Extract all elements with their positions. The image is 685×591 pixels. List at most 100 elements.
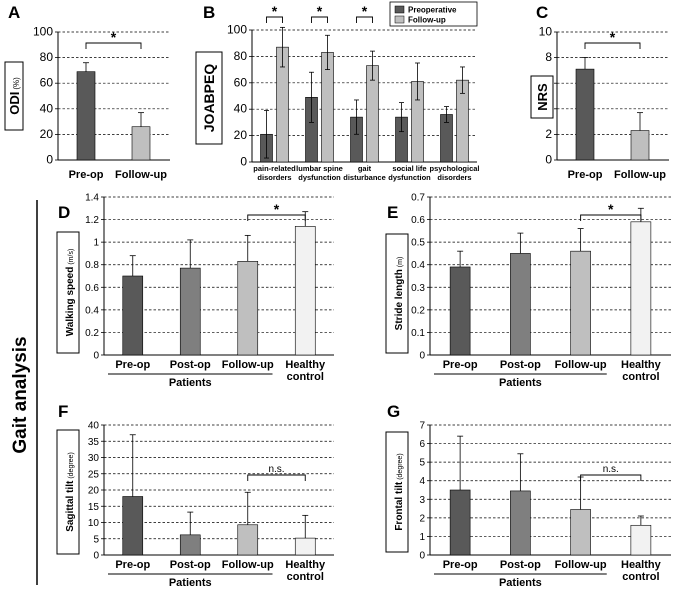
y-tick-label: 5: [93, 534, 99, 545]
y-tick-label: 0.7: [411, 193, 425, 204]
x-category-label-line: control: [622, 371, 659, 383]
y-axis-label-main: NRS: [535, 83, 550, 111]
y-tick-label: 0: [240, 155, 247, 169]
y-tick-label: 0.2: [85, 328, 99, 339]
significance-label: *: [608, 201, 614, 217]
y-tick-label: 0.4: [411, 260, 425, 271]
y-tick-label: 40: [234, 102, 248, 116]
y-tick-label: 0.3: [411, 283, 425, 294]
significance-label: *: [362, 3, 368, 19]
y-tick-label: 0: [419, 351, 425, 362]
y-axis-label-unit: (m/s): [68, 249, 75, 265]
x-category-label: Follow-up: [115, 169, 167, 181]
x-category-label: Follow-up: [555, 559, 607, 571]
bar: [570, 509, 591, 556]
bar: [131, 126, 151, 161]
significance-label: n.s.: [268, 464, 284, 475]
y-tick-label: 20: [234, 128, 248, 142]
bar: [449, 266, 471, 356]
significance-label: *: [317, 3, 323, 19]
y-tick-label: 0: [93, 551, 99, 562]
significance-bracket: [356, 16, 373, 23]
x-category-label-line: dysfunction: [388, 173, 431, 182]
group-label: Patients: [169, 377, 212, 389]
x-category-label: Follow-up: [555, 359, 607, 371]
x-category-label: Post-op: [500, 559, 541, 571]
y-axis-label: ODI (%): [7, 77, 22, 115]
x-category-label-line: Post-op: [500, 359, 541, 371]
x-category-label-line: disorders: [257, 173, 291, 182]
x-category-label-line: gait: [358, 164, 372, 173]
x-category-label: Healthy control: [621, 359, 662, 383]
y-axis-label-unit: (degree): [68, 452, 75, 478]
significance-bracket: [580, 214, 642, 221]
group-label: Patients: [499, 377, 542, 389]
chart-panel-F: 0 5 10 15 20 25 30 35 40 F Sagittal tilt (degree) Pr…: [56, 402, 334, 589]
x-category-label: social life dysfunction: [388, 164, 431, 182]
x-category-label: psychological disorders: [429, 164, 479, 182]
y-axis-label: JOABPEQ: [201, 64, 217, 133]
x-category-label: Healthy control: [621, 559, 662, 583]
y-tick-label: 40: [88, 421, 100, 432]
significance-label: *: [111, 29, 117, 45]
y-tick-label: 0.2: [411, 305, 425, 316]
bar: [237, 524, 259, 556]
x-category-label: Pre-op: [443, 359, 478, 371]
y-tick-label: 35: [88, 437, 100, 448]
x-category-label-line: disorders: [437, 173, 471, 182]
x-category-label: Follow-up: [614, 169, 666, 181]
y-label-box: [530, 75, 554, 119]
legend-entry: Preoperative: [408, 6, 457, 15]
x-category-label: Pre-op: [115, 359, 150, 371]
x-category-label-line: Pre-op: [443, 359, 478, 371]
y-tick-label: 0: [93, 351, 99, 362]
y-tick-label: 40: [40, 101, 54, 115]
y-tick-label: 5: [419, 458, 425, 469]
x-category-label: Follow-up: [222, 359, 274, 371]
y-axis-label-unit: (m): [397, 257, 404, 268]
x-category-label: Healthy control: [285, 359, 326, 383]
y-tick-label: 6: [419, 439, 425, 450]
x-category-label-line: disturbance: [343, 173, 386, 182]
x-category-label-line: Post-op: [170, 559, 211, 571]
legend-entry: Follow-up: [408, 16, 446, 25]
x-category-label-line: control: [287, 371, 324, 383]
y-axis-label: Walking speed (m/s): [65, 249, 76, 337]
x-category-label-line: Pre-op: [115, 559, 150, 571]
group-label: Patients: [169, 577, 212, 589]
x-category-label-line: Healthy: [621, 559, 662, 571]
x-category-label: Post-op: [170, 359, 211, 371]
y-tick-label: 0.6: [85, 283, 99, 294]
group-label: Patients: [499, 577, 542, 589]
panel-letter: C: [536, 3, 548, 22]
bar: [122, 275, 144, 356]
x-category-label-line: Healthy: [285, 559, 326, 571]
chart-panel-A: 0 20 40 60 80 100 A ODI (%) Pre-op Follow-up *: [4, 3, 170, 181]
x-category-label-line: dysfunction: [298, 173, 341, 182]
x-category-label-line: pain-related: [253, 164, 296, 173]
legend-swatch: [394, 5, 405, 14]
x-category-label-line: psychological: [429, 164, 479, 173]
x-category-label: Pre-op: [443, 559, 478, 571]
chart-panel-D: 0 0.2 0.4 0.6 0.8 1 1.2 1.4 D Walking speed (m/s) P…: [56, 193, 334, 389]
y-tick-label: 1.2: [85, 215, 99, 226]
bar: [179, 267, 201, 356]
x-category-label: Healthy control: [285, 559, 326, 583]
y-axis-label-unit: (%): [12, 77, 21, 90]
bar: [294, 537, 316, 556]
bar: [179, 534, 201, 556]
x-category-label-line: Pre-op: [443, 559, 478, 571]
y-tick-label: 0.4: [85, 305, 99, 316]
x-category-label: Pre-op: [568, 169, 603, 181]
bar: [575, 68, 595, 161]
y-label-box: [4, 61, 24, 131]
x-category-label-line: Follow-up: [222, 559, 274, 571]
x-category-label-line: Follow-up: [555, 359, 607, 371]
y-tick-label: 30: [88, 453, 100, 464]
x-category-label: Pre-op: [69, 169, 104, 181]
y-label-box: [385, 431, 409, 553]
y-axis-label-main: ODI: [7, 92, 22, 115]
